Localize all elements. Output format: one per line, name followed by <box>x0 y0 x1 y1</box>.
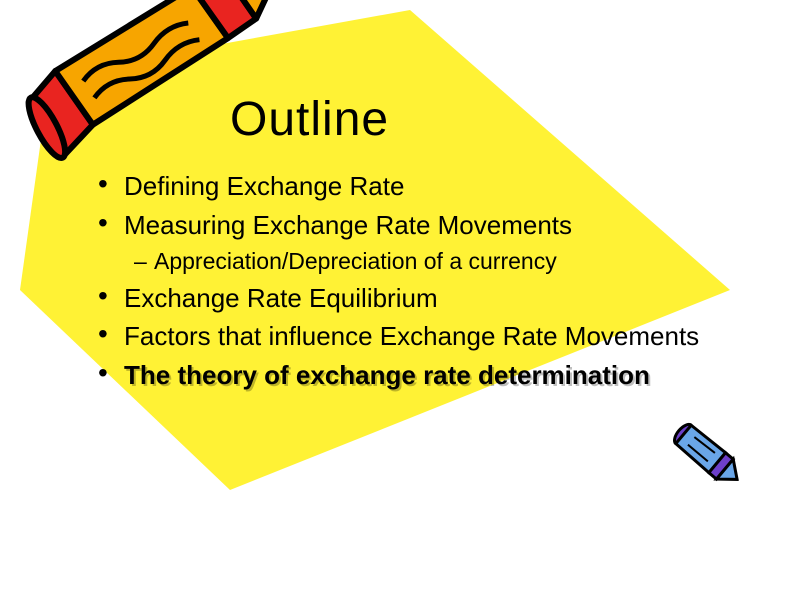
purple-scribble-line <box>0 478 800 600</box>
bullet-text: Appreciation/Depreciation of a currency <box>154 248 557 274</box>
bullet-text: Factors that influence Exchange Rate Mov… <box>124 321 699 351</box>
bullet-text: Exchange Rate Equilibrium <box>124 283 438 313</box>
bullet-text: Measuring Exchange Rate Movements <box>124 210 572 240</box>
bullet-text-bold: The theory of exchange rate determinatio… <box>124 360 650 390</box>
bullet-text: Defining Exchange Rate <box>124 171 404 201</box>
slide-title: Outline <box>230 92 389 147</box>
slide: Outline Defining Exchange Rate Measuring… <box>0 0 800 600</box>
bullet-list: Defining Exchange Rate Measuring Exchang… <box>96 170 716 397</box>
